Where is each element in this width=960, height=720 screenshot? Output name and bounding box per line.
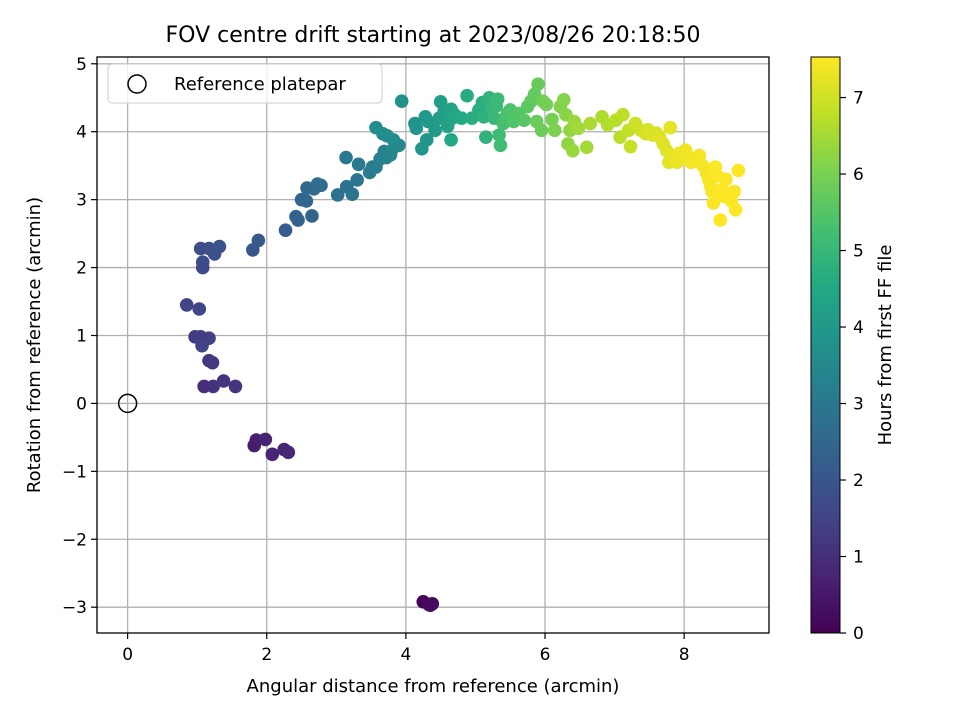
data-point bbox=[299, 194, 314, 208]
data-point bbox=[713, 213, 728, 227]
colorbar-label: Hours from first FF file bbox=[875, 245, 896, 446]
data-point bbox=[571, 121, 586, 136]
x-tick-label: 2 bbox=[261, 645, 272, 665]
data-point bbox=[566, 143, 580, 158]
data-point bbox=[192, 302, 207, 316]
data-point bbox=[216, 374, 231, 388]
data-point bbox=[727, 184, 742, 199]
colorbar-tick-label: 1 bbox=[853, 548, 864, 568]
x-tick-label: 8 bbox=[679, 645, 690, 665]
data-point bbox=[539, 97, 554, 112]
data-point bbox=[350, 173, 364, 187]
y-tick-label: 4 bbox=[76, 123, 87, 143]
legend-marker bbox=[127, 74, 147, 94]
data-point bbox=[517, 113, 531, 127]
legend: Reference platepar bbox=[107, 63, 383, 104]
data-point bbox=[423, 598, 438, 612]
data-point bbox=[228, 379, 243, 394]
data-point bbox=[205, 355, 220, 370]
data-point bbox=[179, 298, 194, 312]
data-point bbox=[579, 140, 594, 155]
data-point bbox=[731, 163, 746, 178]
y-axis-ticks: −3 −2 −1 0 1 2 3 4 5 bbox=[62, 55, 97, 618]
x-tick-label: 6 bbox=[540, 645, 551, 665]
data-point bbox=[460, 88, 474, 103]
data-point bbox=[583, 116, 598, 131]
data-point bbox=[547, 123, 562, 138]
colorbar-tick-label: 7 bbox=[853, 89, 864, 109]
data-point bbox=[493, 138, 508, 153]
y-tick-label: −1 bbox=[62, 462, 87, 482]
y-tick-label: −2 bbox=[62, 530, 87, 550]
data-point bbox=[314, 178, 328, 193]
data-point bbox=[454, 111, 469, 125]
plot-frame bbox=[96, 56, 770, 634]
data-point bbox=[394, 94, 409, 108]
y-tick-label: 5 bbox=[76, 55, 87, 75]
data-point bbox=[492, 128, 506, 142]
data-point bbox=[479, 130, 493, 144]
x-axis-ticks: 0 2 4 6 8 bbox=[122, 633, 690, 665]
data-point bbox=[291, 213, 305, 227]
data-points bbox=[179, 77, 746, 612]
data-point bbox=[345, 187, 360, 202]
x-tick-label: 4 bbox=[400, 645, 411, 665]
data-point bbox=[531, 77, 545, 91]
x-tick-label: 0 bbox=[122, 645, 133, 665]
data-point bbox=[728, 203, 743, 217]
data-point bbox=[195, 255, 210, 269]
colorbar-tick-label: 3 bbox=[853, 395, 864, 415]
data-point bbox=[663, 120, 678, 135]
data-point bbox=[444, 133, 458, 147]
colorbar-tick-label: 4 bbox=[853, 318, 864, 338]
data-point bbox=[534, 123, 549, 138]
data-point bbox=[428, 123, 442, 138]
colorbar-gradient bbox=[810, 56, 841, 634]
reference-marker bbox=[117, 393, 138, 414]
chart-title: FOV centre drift starting at 2023/08/26 … bbox=[166, 23, 701, 48]
data-point bbox=[556, 92, 571, 107]
y-tick-label: 1 bbox=[76, 326, 87, 346]
colorbar-tick-label: 2 bbox=[853, 471, 864, 491]
y-tick-label: 3 bbox=[76, 191, 87, 211]
data-point bbox=[281, 445, 296, 460]
data-point bbox=[490, 92, 505, 106]
y-tick-label: 2 bbox=[76, 259, 87, 279]
data-point bbox=[258, 432, 273, 447]
data-point bbox=[278, 223, 293, 238]
colorbar: 0 1 2 3 4 5 6 7 Hours from first FF file bbox=[810, 56, 896, 644]
data-point bbox=[305, 209, 319, 223]
legend-entry: Reference platepar bbox=[174, 74, 346, 95]
data-point bbox=[369, 120, 383, 135]
data-point bbox=[545, 112, 559, 127]
data-point bbox=[330, 188, 345, 202]
data-point bbox=[623, 139, 638, 154]
colorbar-tick-label: 5 bbox=[853, 242, 864, 262]
x-axis-label: Angular distance from reference (arcmin) bbox=[247, 676, 620, 697]
y-tick-label: −3 bbox=[62, 598, 87, 618]
data-point bbox=[212, 239, 227, 254]
colorbar-ticks: 0 1 2 3 4 5 6 7 bbox=[840, 89, 864, 644]
colorbar-tick-label: 6 bbox=[853, 165, 864, 185]
y-axis-label: Rotation from reference (arcmin) bbox=[24, 197, 45, 493]
data-point bbox=[409, 121, 424, 136]
data-point bbox=[616, 107, 630, 122]
data-point bbox=[419, 133, 434, 147]
colorbar-tick-label: 0 bbox=[853, 624, 864, 644]
data-point bbox=[195, 338, 209, 353]
data-point bbox=[351, 157, 366, 172]
data-point bbox=[719, 172, 733, 187]
data-point bbox=[251, 233, 266, 248]
y-tick-label: 0 bbox=[76, 394, 87, 414]
legend-box bbox=[107, 63, 383, 104]
data-point bbox=[339, 150, 353, 165]
data-point bbox=[386, 133, 401, 147]
data-point bbox=[265, 447, 280, 462]
data-point bbox=[206, 379, 220, 394]
